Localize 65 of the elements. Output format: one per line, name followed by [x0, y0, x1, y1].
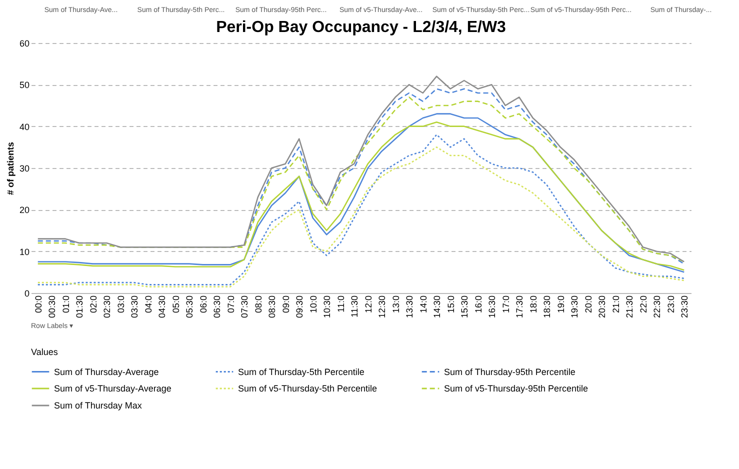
x-tick-label: 23:0 [666, 296, 676, 314]
y-tick-label: 40 [19, 122, 30, 132]
x-tick-label: 09:30 [294, 296, 305, 318]
x-tick-label: 16:0 [473, 296, 484, 314]
x-tick-label: 17:30 [514, 296, 525, 318]
x-tick-label: 11:0 [336, 296, 346, 312]
legend-label: Sum of Thursday-Average [54, 366, 159, 377]
x-tick-label: 03:0 [116, 296, 126, 314]
x-tick-label: 11:30 [350, 296, 360, 318]
x-tick-label: 07:0 [226, 296, 236, 314]
x-tick-label: 15:30 [460, 296, 470, 318]
x-tick-label: 06:30 [212, 296, 222, 318]
x-tick-label: 14:30 [432, 296, 442, 318]
x-tick-label: 21:0 [610, 296, 621, 314]
y-tick-label: 10 [19, 246, 30, 257]
x-tick-label: 10:30 [322, 296, 332, 318]
x-tick-label: 00:30 [47, 296, 58, 318]
x-tick-label: 20:30 [597, 296, 608, 318]
x-tick-label: 22:30 [652, 296, 662, 318]
x-tick-label: 15:0 [446, 296, 456, 314]
x-tick-label: 12:30 [377, 296, 388, 318]
x-tick-label: 04:30 [157, 296, 168, 318]
y-tick-label: 0 [24, 288, 30, 298]
legend-title: Values [31, 347, 58, 357]
x-tick-label: 01:0 [60, 296, 71, 314]
x-tick-label: 04:0 [143, 296, 154, 314]
x-tick-label: 13:30 [404, 296, 415, 318]
x-tick-label: 17:0 [500, 296, 511, 314]
x-tick-label: 19:30 [570, 296, 580, 318]
x-tick-label: 06:0 [198, 296, 208, 314]
x-tick-label: 22:0 [638, 296, 648, 314]
legend-label: Sum of v5-Thursday-95th Percentile [444, 384, 588, 394]
x-tick-label: 07:30 [240, 296, 250, 318]
x-tick-label: 23:30 [680, 296, 690, 318]
x-tick-label: 18:30 [542, 296, 552, 318]
y-tick-label: 20 [19, 205, 30, 216]
legend-label: Sum of Thursday-95th Percentile [444, 366, 576, 377]
x-tick-label: 09:0 [280, 296, 291, 314]
x-tick-label: 05:0 [170, 296, 181, 314]
x-tick-label: 02:30 [102, 296, 112, 318]
legend-label: Sum of v5-Thursday-Average [54, 384, 172, 394]
x-tick-label: 16:30 [487, 296, 498, 318]
x-tick-label: 08:0 [253, 296, 264, 314]
x-tick-label: 20:0 [583, 296, 594, 314]
x-tick-label: 14:0 [418, 296, 428, 314]
x-tick-label: 21:30 [624, 296, 635, 318]
x-tick-label: 00:0 [33, 296, 44, 314]
x-tick-label: 18:0 [528, 296, 538, 314]
x-tick-label: 12:0 [363, 296, 374, 314]
chart-title: Peri-Op Bay Occupancy - L2/3/4, E/W3 [216, 19, 506, 36]
x-tick-label: 10:0 [308, 296, 318, 314]
legend-label: Sum of v5-Thursday-5th Percentile [238, 384, 378, 394]
legend-label: Sum of Thursday Max [54, 400, 142, 410]
x-tick-label: 03:30 [130, 296, 140, 318]
y-tick-label: 60 [19, 38, 30, 48]
x-tick-label: 19:0 [556, 296, 566, 314]
y-axis-title: # of patients [5, 142, 16, 196]
y-tick-label: 30 [19, 164, 30, 174]
legend-label: Sum of Thursday-5th Percentile [238, 366, 364, 377]
x-tick-label: 02:0 [88, 296, 98, 314]
x-tick-label: 01:30 [74, 296, 85, 318]
x-tick-label: 13:0 [390, 296, 401, 314]
x-tick-label: 08:30 [267, 296, 278, 318]
x-tick-label: 05:30 [184, 296, 195, 318]
y-tick-label: 50 [19, 80, 30, 90]
